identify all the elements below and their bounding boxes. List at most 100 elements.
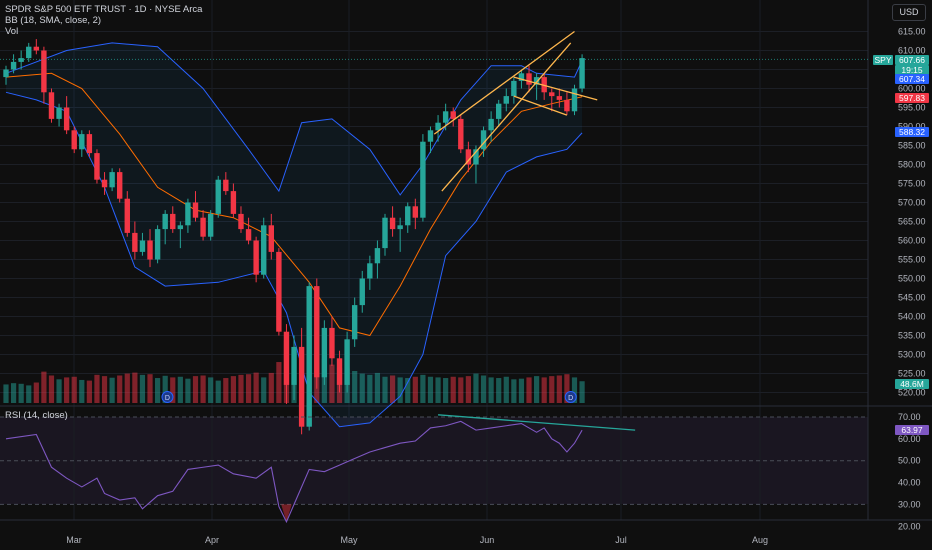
candle-body (367, 263, 373, 279)
volume-bar (359, 373, 365, 403)
volume-bar (253, 372, 259, 403)
volume-bar (162, 375, 168, 403)
volume-bar (230, 376, 236, 403)
rsi-trendline (438, 414, 636, 431)
volume-bar (185, 378, 191, 403)
candle-body (124, 198, 130, 233)
time-axis-label: Apr (205, 535, 219, 545)
candle-body (450, 111, 456, 119)
time-axis-label: Aug (752, 535, 768, 545)
candle-body (321, 327, 328, 378)
candle-body (63, 107, 70, 131)
currency-button[interactable]: USD (892, 4, 926, 21)
volume-bar (518, 378, 525, 403)
rsi-indicator-label[interactable]: RSI (14, close) (5, 410, 68, 421)
volume-bar (155, 378, 161, 403)
dividend-marker-circle (161, 391, 174, 403)
candle-body (162, 213, 168, 230)
candle-body (336, 358, 343, 385)
volume-indicator-label[interactable]: Vol (5, 26, 19, 37)
volume-bar (382, 376, 388, 403)
candle-body (177, 225, 184, 230)
candle-body (359, 278, 365, 306)
candle-body (268, 225, 274, 252)
volume-bar (511, 379, 517, 403)
rsi-tick-label: 50.00 (898, 456, 921, 466)
volume-bar (556, 375, 562, 403)
volume-bar (71, 376, 77, 403)
volume-bar (192, 376, 199, 403)
axis-price-tag-bg (895, 65, 929, 75)
time-axis-label: May (340, 535, 358, 545)
volume-bar (268, 372, 274, 403)
candle-body (442, 111, 449, 123)
volume-bar (215, 380, 221, 403)
candle-body (518, 73, 525, 81)
volume-bar (208, 377, 214, 403)
candle-body (556, 96, 563, 100)
trendline (433, 30, 575, 135)
volume-bar (579, 381, 585, 403)
price-tick-label: 545.00 (898, 293, 926, 303)
candle-body (291, 346, 297, 385)
volume-bar (132, 372, 138, 403)
candle-body (496, 103, 502, 119)
axis-price-tag-text: 588.32 (899, 127, 925, 137)
price-tick-label: 600.00 (898, 84, 926, 94)
candle-body (389, 217, 396, 230)
volume-bar (33, 382, 39, 403)
candle-body (458, 118, 464, 150)
time-axis-label: Jul (615, 535, 627, 545)
axis-price-tag: SPY (873, 55, 893, 65)
trendline (513, 76, 598, 101)
candle-body (541, 77, 547, 93)
candle-body (435, 122, 441, 131)
volume-bar (352, 371, 358, 403)
volume-bar (427, 376, 434, 403)
bb-indicator-label[interactable]: BB (18, SMA, close, 2) (5, 15, 102, 26)
candle-body (132, 232, 138, 252)
axis-price-tag: 607.66 (895, 55, 929, 65)
axis-price-tag: 19:15 (895, 65, 929, 75)
candle-body (427, 130, 434, 142)
candle-body (344, 339, 350, 385)
volume-bar (79, 379, 85, 403)
volume-bar (488, 377, 494, 403)
candle-body (10, 61, 17, 70)
volume-bar (534, 376, 540, 403)
candle-body (48, 92, 55, 119)
candle-body (101, 179, 108, 188)
candle-body (94, 153, 100, 180)
price-tick-label: 570.00 (898, 198, 926, 208)
candle-body (79, 134, 85, 150)
volume-bar (26, 385, 32, 403)
candle-body (549, 92, 555, 97)
volume-bar (261, 377, 267, 403)
axis-price-tag-bg (895, 55, 929, 65)
axis-price-tag: 597.83 (895, 93, 929, 103)
volume-bar (412, 376, 418, 403)
axis-price-tag-text: 607.34 (899, 74, 925, 84)
volume-bar (238, 374, 244, 403)
volume-bar (109, 377, 115, 403)
candle-body (465, 149, 472, 165)
rsi-tick-label: 70.00 (898, 412, 921, 422)
price-tick-label: 560.00 (898, 236, 926, 246)
candle-body (3, 69, 9, 78)
candle-body (71, 130, 77, 150)
volume-bar (480, 375, 487, 403)
axis-price-tag: 48.6M (895, 379, 929, 389)
candle-body (306, 286, 312, 427)
axis-price-tag-text: SPY (874, 55, 891, 65)
bb-lower-line (5, 91, 583, 428)
axis-price-tag-text: 63.97 (901, 425, 923, 435)
volume-bar (200, 375, 206, 403)
trendline (441, 42, 572, 192)
price-tick-label: 595.00 (898, 103, 926, 113)
candle-body (397, 225, 403, 230)
volume-bar (177, 376, 183, 403)
price-tick-label: 525.00 (898, 369, 926, 379)
candle-body (314, 286, 320, 378)
